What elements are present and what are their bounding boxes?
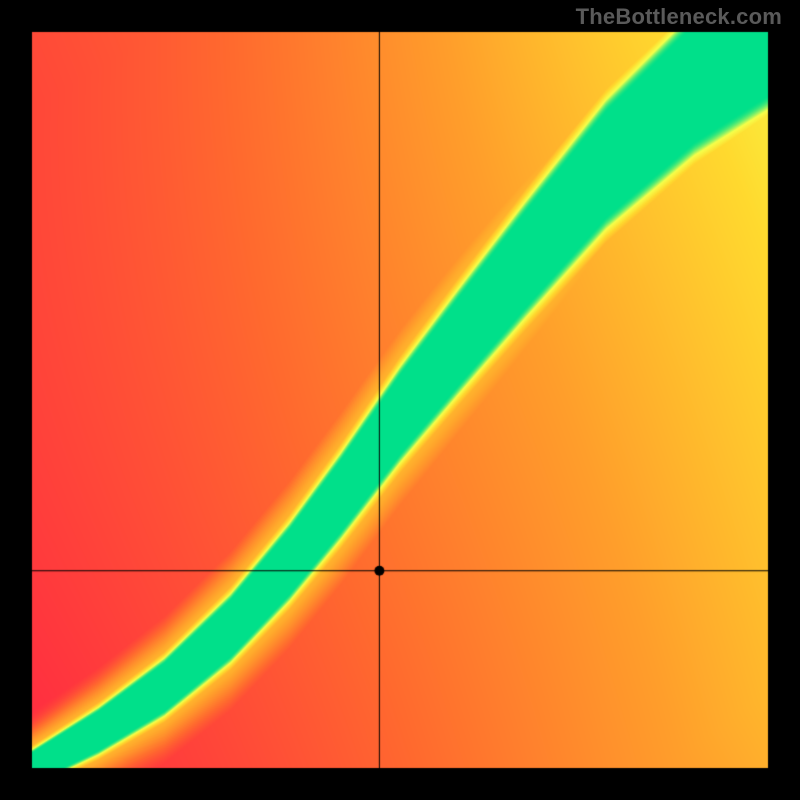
chart-container: TheBottleneck.com bbox=[0, 0, 800, 800]
bottleneck-heatmap-canvas bbox=[0, 0, 800, 800]
attribution-label: TheBottleneck.com bbox=[576, 4, 782, 30]
